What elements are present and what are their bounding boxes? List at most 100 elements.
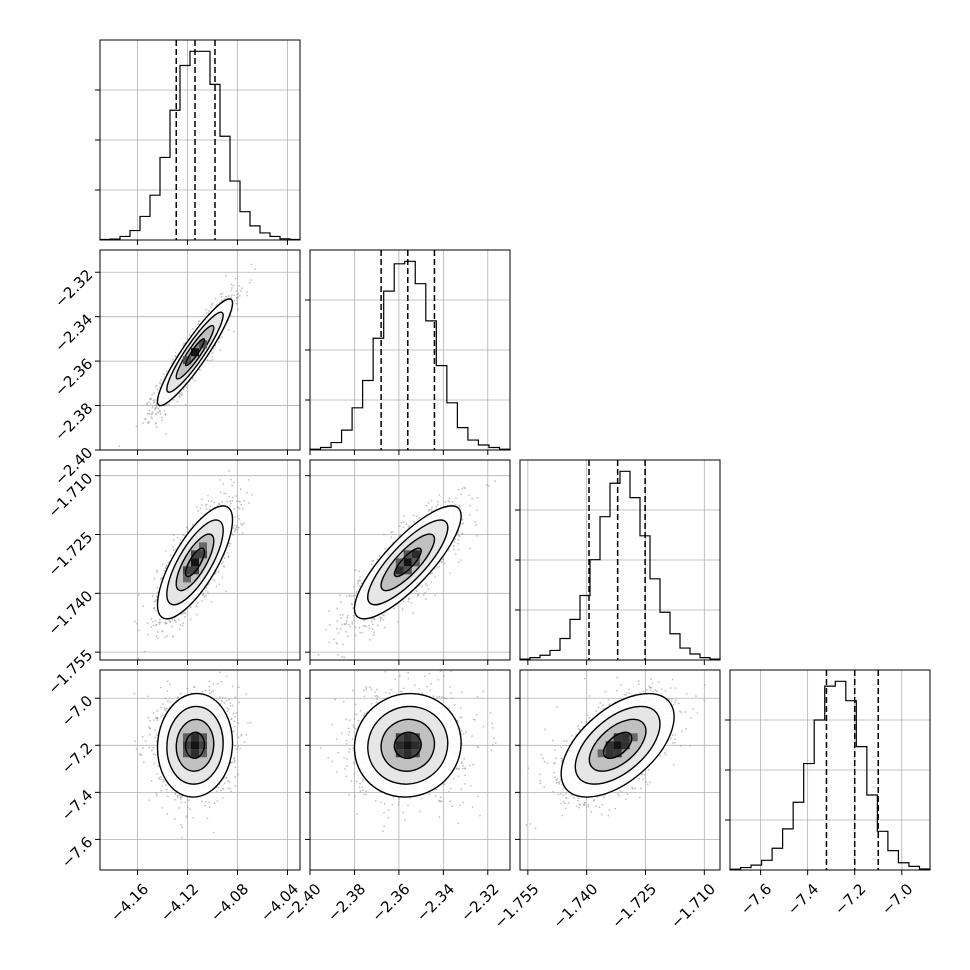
scatter-point bbox=[418, 516, 421, 519]
scatter-point bbox=[224, 697, 227, 699]
scatter-point bbox=[370, 703, 373, 705]
scatter-point bbox=[555, 757, 557, 760]
scatter-point bbox=[383, 802, 386, 805]
scatter-point bbox=[668, 698, 670, 701]
scatter-point bbox=[160, 776, 162, 779]
scatter-point bbox=[362, 789, 365, 792]
scatter-point bbox=[457, 548, 460, 551]
scatter-point bbox=[351, 621, 354, 624]
scatter-point bbox=[418, 688, 421, 690]
scatter-point bbox=[165, 709, 167, 712]
density-content bbox=[525, 676, 706, 830]
density-cell bbox=[191, 566, 199, 575]
x-tick-label: −7.2 bbox=[831, 880, 869, 918]
density-cell bbox=[613, 741, 622, 750]
scatter-point bbox=[567, 801, 570, 804]
scatter-point bbox=[246, 290, 248, 293]
scatter-point bbox=[176, 536, 179, 539]
scatter-point bbox=[555, 781, 558, 784]
scatter-point bbox=[645, 688, 648, 691]
scatter-point bbox=[471, 806, 474, 809]
scatter-point bbox=[176, 796, 179, 799]
scatter-point bbox=[407, 598, 410, 600]
scatter-point bbox=[351, 622, 354, 625]
scatter-point bbox=[218, 696, 221, 699]
scatter-point bbox=[237, 526, 240, 529]
scatter-point bbox=[350, 603, 353, 606]
scatter-point bbox=[350, 780, 353, 783]
scatter-point bbox=[671, 678, 674, 681]
scatter-point bbox=[229, 787, 232, 790]
scatter-point bbox=[160, 778, 163, 781]
scatter-point bbox=[341, 655, 344, 658]
scatter-point bbox=[670, 700, 673, 702]
scatter-point bbox=[394, 678, 397, 681]
scatter-point bbox=[374, 695, 377, 698]
scatter-point bbox=[156, 586, 159, 589]
density-cell bbox=[183, 566, 191, 575]
scatter-point bbox=[559, 793, 562, 795]
scatter-point bbox=[382, 614, 384, 616]
scatter-point bbox=[171, 635, 174, 638]
y-tick-label: −7.6 bbox=[58, 833, 96, 871]
scatter-point bbox=[160, 378, 162, 381]
scatter-point bbox=[434, 594, 436, 597]
scatter-point bbox=[200, 800, 203, 803]
scatter-point bbox=[352, 607, 354, 610]
scatter-point bbox=[525, 824, 528, 826]
scatter-point bbox=[351, 738, 354, 740]
scatter-point bbox=[560, 802, 563, 805]
scatter-point bbox=[429, 689, 432, 691]
scatter-point bbox=[413, 521, 415, 523]
scatter-point bbox=[155, 405, 157, 407]
scatter-point bbox=[650, 686, 653, 689]
scatter-point bbox=[237, 722, 240, 724]
scatter-point bbox=[461, 518, 464, 521]
scatter-point bbox=[677, 702, 680, 705]
panel-frame bbox=[99, 669, 301, 871]
scatter-point bbox=[553, 749, 556, 752]
scatter-point bbox=[163, 409, 166, 412]
scatter-point bbox=[607, 698, 610, 701]
scatter-point bbox=[562, 800, 565, 803]
scatter-point bbox=[189, 618, 192, 621]
density-content bbox=[317, 480, 496, 659]
scatter-point bbox=[408, 525, 410, 527]
scatter-point bbox=[236, 515, 239, 518]
scatter-point bbox=[160, 716, 163, 718]
scatter-point bbox=[233, 524, 236, 527]
scatter-point bbox=[404, 818, 406, 821]
scatter-point bbox=[696, 712, 699, 714]
scatter-point bbox=[226, 552, 229, 554]
scatter-point bbox=[217, 571, 220, 574]
scatter-point bbox=[182, 388, 185, 391]
scatter-point bbox=[150, 618, 153, 620]
scatter-point bbox=[202, 594, 205, 597]
scatter-point bbox=[553, 771, 556, 774]
scatter-point bbox=[223, 701, 226, 704]
scatter-point bbox=[142, 605, 145, 607]
scatter-point bbox=[529, 822, 532, 825]
scatter-point bbox=[178, 794, 181, 797]
scatter-point bbox=[397, 620, 399, 623]
scatter-point bbox=[234, 715, 236, 718]
scatter-point bbox=[560, 746, 563, 749]
scatter-point bbox=[182, 534, 185, 536]
scatter-point bbox=[141, 735, 144, 738]
scatter-point bbox=[235, 293, 238, 296]
scatter-point bbox=[335, 738, 338, 741]
scatter-point bbox=[157, 765, 160, 767]
scatter-point bbox=[139, 752, 141, 755]
scatter-point bbox=[202, 593, 204, 596]
panel-frame bbox=[309, 249, 511, 451]
scatter-point bbox=[178, 392, 181, 395]
scatter-point bbox=[229, 504, 231, 507]
scatter-point bbox=[227, 329, 230, 331]
scatter-point bbox=[413, 684, 416, 687]
scatter-point bbox=[223, 782, 226, 785]
scatter-point bbox=[166, 680, 169, 683]
contour-level-inner-outline bbox=[393, 731, 422, 759]
scatter-point bbox=[362, 625, 365, 628]
scatter-point bbox=[490, 749, 493, 751]
scatter-point bbox=[694, 695, 697, 698]
